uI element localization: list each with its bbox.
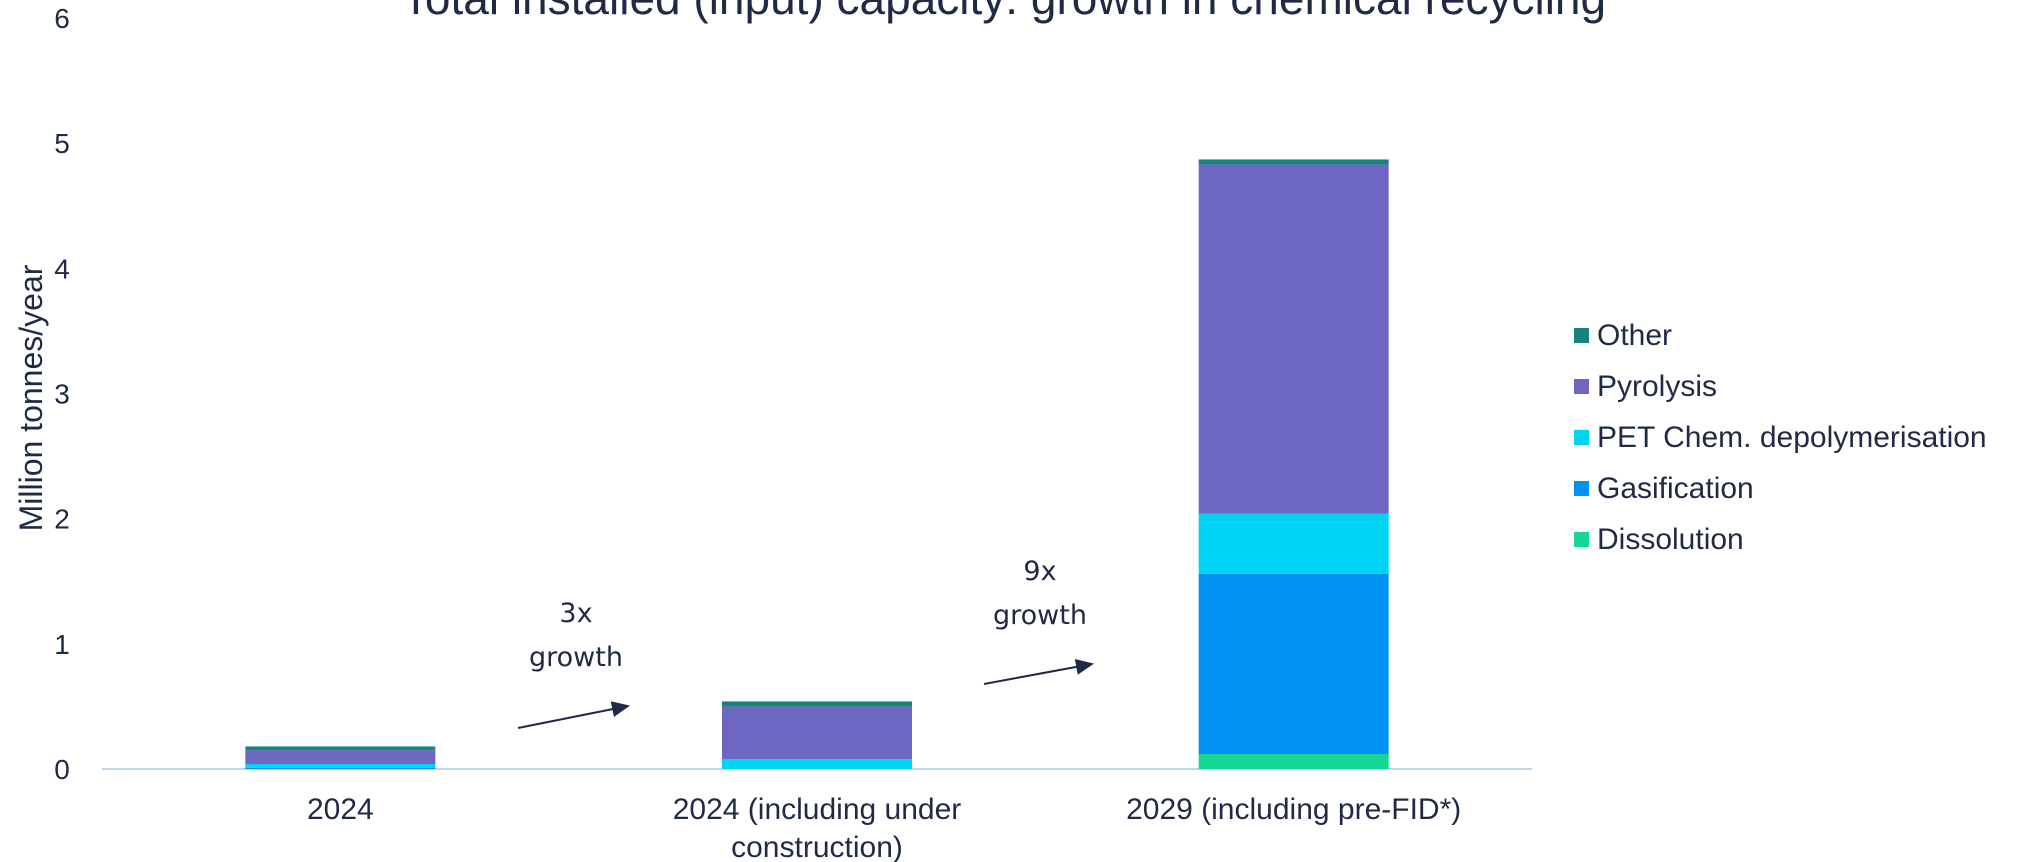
bar-segment: [1198, 753, 1389, 769]
bar-segment: [245, 750, 436, 764]
legend-swatch: [1574, 481, 1589, 496]
y-tick-label: 0: [54, 754, 70, 785]
legend-item: Pyrolysis: [1574, 361, 1987, 412]
bar-segment: [722, 758, 912, 769]
x-tick-label: 2024: [307, 793, 374, 826]
bar-segment: [245, 746, 436, 751]
legend-label: Gasification: [1597, 471, 1754, 505]
growth-arrow: [983, 659, 1094, 685]
chart-title: Total installed (input) capacity: growth…: [402, 0, 1606, 24]
y-axis-ticks: 0 1 2 3 4 5 6: [54, 3, 70, 785]
y-tick-label: 3: [54, 379, 70, 410]
legend-swatch: [1574, 328, 1589, 343]
bars: [245, 159, 1389, 769]
y-axis-label: Million tonnes/year: [13, 264, 49, 531]
growth-annotations: 3x growth 9x growth: [517, 556, 1094, 729]
y-tick-label: 6: [54, 3, 70, 34]
y-tick-label: 5: [54, 128, 70, 159]
x-tick-label: 2029 (including pre-FID*): [1126, 793, 1461, 826]
legend: Other Pyrolysis PET Chem. depolymerisation…: [1574, 310, 1987, 565]
legend-swatch: [1574, 430, 1589, 445]
legend-item: PET Chem. depolymerisation: [1574, 412, 1987, 463]
growth-annotation-text: 3x: [559, 598, 592, 629]
x-tick-label: 2024 (including under: [673, 793, 962, 826]
legend-label: PET Chem. depolymerisation: [1597, 420, 1987, 454]
y-tick-label: 2: [54, 504, 70, 535]
legend-label: Dissolution: [1597, 522, 1744, 556]
bar-segment: [245, 767, 436, 769]
legend-swatch: [1574, 532, 1589, 547]
bar-segment: [722, 701, 912, 707]
x-axis-labels: 2024 2024 (including under construction) 20…: [307, 793, 1461, 862]
growth-annotation-text: growth: [993, 600, 1087, 631]
bar-segment: [245, 763, 436, 768]
bar-segment: [1198, 159, 1389, 165]
growth-annotation-text: growth: [529, 642, 623, 673]
legend-swatch: [1574, 379, 1589, 394]
bar-segment: [1198, 164, 1389, 514]
legend-item: Gasification: [1574, 463, 1987, 514]
bar-segment: [722, 706, 912, 759]
bar-segment: [1198, 573, 1389, 754]
growth-annotation-text: 9x: [1023, 556, 1056, 587]
legend-label: Other: [1597, 318, 1673, 352]
growth-arrow: [517, 701, 630, 729]
y-tick-label: 4: [54, 253, 70, 284]
bar-segment: [1198, 513, 1389, 574]
legend-label: Pyrolysis: [1597, 369, 1718, 403]
y-tick-label: 1: [54, 629, 70, 660]
legend-item: Other: [1574, 310, 1987, 361]
x-tick-label: construction): [731, 831, 903, 862]
legend-item: Dissolution: [1574, 514, 1987, 565]
